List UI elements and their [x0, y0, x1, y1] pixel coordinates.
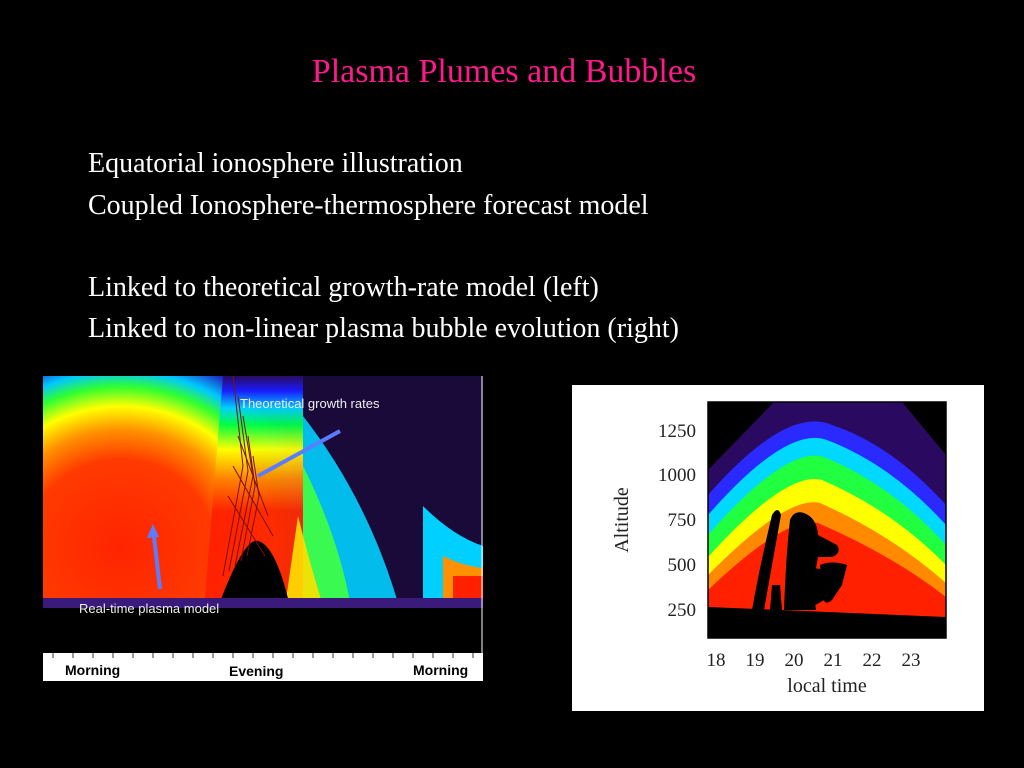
ytick-1250: 1250: [658, 421, 696, 442]
text-line-1: Equatorial ionosphere illustration: [88, 148, 463, 179]
xtick-20: 20: [785, 650, 804, 671]
annotation-real-time-model: Real-time plasma model: [79, 601, 219, 616]
ytick-500: 500: [668, 555, 697, 576]
xtick-21: 21: [824, 650, 843, 671]
growth-rate-figure: Theoretical growth rates Real-time plasm…: [43, 376, 483, 681]
xtick-23: 23: [902, 650, 921, 671]
ytick-1000: 1000: [658, 465, 696, 486]
ytick-750: 750: [668, 510, 697, 531]
arrow-plasma-model: [151, 527, 162, 590]
bubble-evolution-figure: 1250 1000 750 500 250 18 19 20 21 22 23 …: [572, 385, 984, 711]
xtick-22: 22: [863, 650, 882, 671]
time-label-evening: Evening: [229, 663, 283, 679]
ytick-250: 250: [668, 600, 697, 621]
text-line-2: Coupled Ionosphere-thermosphere forecast…: [88, 190, 649, 221]
slide-title: Plasma Plumes and Bubbles: [311, 53, 697, 90]
xtick-18: 18: [707, 650, 726, 671]
plasma-bubbles: [752, 510, 847, 610]
arrow-growth-rates: [257, 429, 341, 478]
text-line-3: Linked to theoretical growth-rate model …: [88, 272, 599, 303]
bubble-plot: 1250 1000 750 500 250 18 19 20 21 22 23 …: [611, 401, 947, 697]
plasma-model-plot: Theoretical growth rates Real-time plasm…: [43, 376, 483, 681]
y-axis-label: Altitude: [611, 487, 633, 553]
xtick-19: 19: [746, 650, 765, 671]
x-axis-label: local time: [787, 675, 867, 697]
time-label-morning-left: Morning: [65, 662, 120, 678]
time-label-morning-right: Morning: [413, 662, 468, 678]
text-line-4: Linked to non-linear plasma bubble evolu…: [88, 313, 679, 344]
annotation-theoretical-growth-rates: Theoretical growth rates: [240, 396, 380, 411]
growth-rate-contours: [222, 376, 274, 577]
